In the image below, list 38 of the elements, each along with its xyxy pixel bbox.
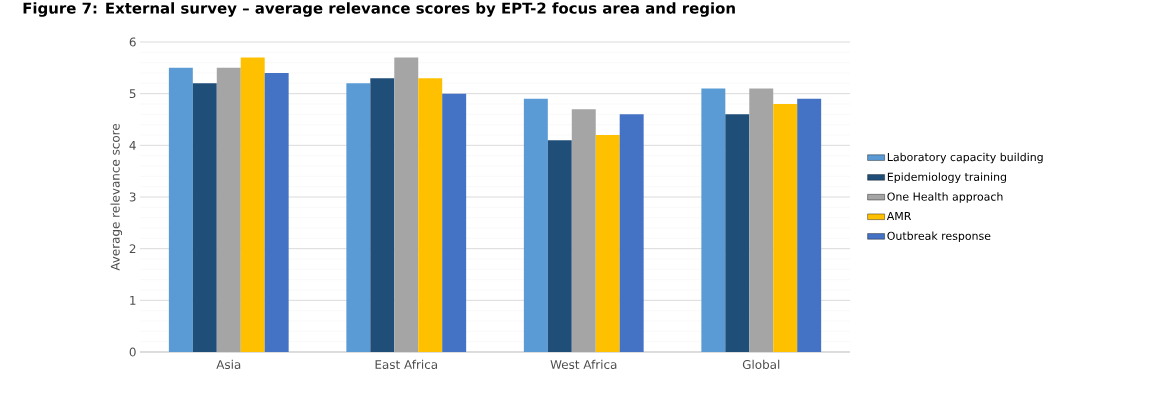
bar [346, 83, 371, 352]
bar [773, 104, 798, 352]
legend-label: One Health approach [887, 192, 1003, 203]
bar [168, 67, 193, 352]
bar [216, 67, 241, 352]
bar [547, 140, 572, 352]
bar [442, 93, 467, 352]
bar [725, 114, 750, 352]
bar [523, 98, 548, 352]
bar [571, 109, 596, 352]
y-axis-title: Average relevance score [110, 123, 123, 271]
y-tick-label: 1 [130, 295, 136, 305]
legend-label: Outbreak response [887, 231, 991, 243]
bar [192, 83, 217, 352]
bar [619, 114, 644, 352]
legend-label: Epidemiology training [887, 172, 1006, 184]
bar [370, 78, 395, 352]
y-tick-label: 4 [129, 140, 136, 150]
chart-title: Figure 7: External survey – average relevance scores by EPT-2 focus area and region [23, 2, 735, 17]
y-tick-label: 3 [129, 192, 136, 202]
bar [394, 57, 419, 352]
x-tick-label: West Africa [550, 359, 617, 370]
y-tick-label: 5 [129, 89, 136, 99]
bar [797, 98, 822, 352]
x-tick-label: East Africa [375, 359, 438, 370]
y-tick-label: 6 [129, 37, 136, 47]
bar [701, 88, 726, 352]
x-tick-label: Global [742, 359, 780, 370]
bar [264, 73, 289, 352]
y-tick-label: 0 [129, 347, 136, 357]
x-tick-label: Asia [216, 359, 241, 370]
bar [595, 135, 620, 352]
legend-label: AMR [886, 212, 912, 221]
bar [240, 57, 265, 352]
bar [749, 88, 774, 352]
y-tick-label: 2 [129, 244, 136, 254]
bar [418, 78, 443, 352]
legend-label: Laboratory capacity building [887, 152, 1043, 164]
